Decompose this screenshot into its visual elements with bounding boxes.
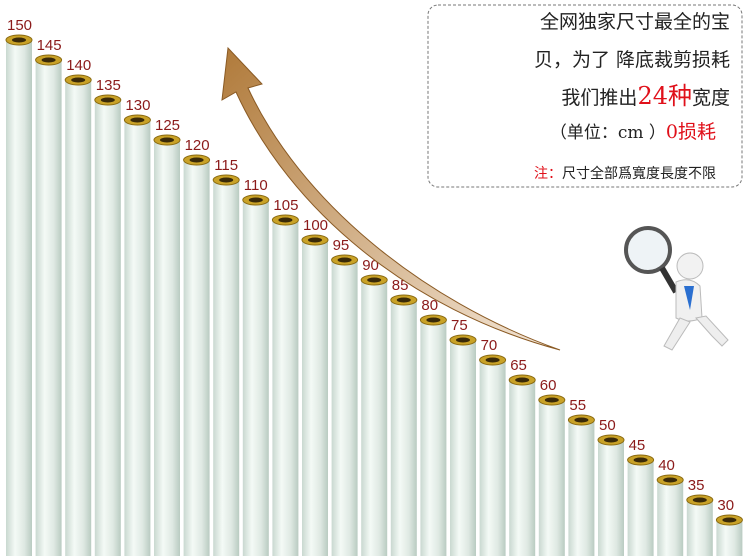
roll-label: 75 <box>451 317 468 334</box>
roll-core <box>692 497 707 503</box>
roll <box>450 340 476 556</box>
roll-label: 120 <box>185 137 210 154</box>
roll <box>420 320 447 556</box>
roll-label: 60 <box>540 377 557 394</box>
roll-label: 70 <box>481 337 498 354</box>
roll-core <box>456 337 470 343</box>
roll <box>657 480 684 556</box>
text-box <box>427 4 743 188</box>
roll-label: 150 <box>7 17 32 34</box>
roll-core <box>515 377 530 383</box>
roll <box>598 440 624 556</box>
roll-core <box>100 97 115 103</box>
roll-label: 130 <box>125 97 150 114</box>
roll-label: 115 <box>214 157 238 174</box>
roll <box>538 400 565 556</box>
roll-core <box>41 57 56 63</box>
roll-label: 100 <box>303 217 328 234</box>
roll-core <box>308 237 322 243</box>
roll-core <box>71 77 86 83</box>
roll-core <box>722 517 737 523</box>
roll-label: 95 <box>333 237 350 254</box>
roll-core <box>396 297 411 303</box>
roll-core <box>663 477 678 483</box>
box-highlight: 24种 <box>637 82 692 110</box>
roll-core <box>337 257 352 263</box>
magnifier-figure <box>624 226 729 351</box>
box-note: 注：尺寸全部爲寬度長度不限 <box>534 165 716 182</box>
roll <box>716 520 743 556</box>
roll-core <box>189 157 204 163</box>
roll-core <box>278 217 293 223</box>
roll-core <box>130 117 145 123</box>
roll-core <box>219 177 234 183</box>
roll-label: 105 <box>273 197 298 214</box>
roll <box>35 60 62 556</box>
roll <box>686 500 713 556</box>
roll-core <box>604 437 618 443</box>
growth-arrow <box>221 46 561 351</box>
box-text: 我们推出 <box>561 87 637 109</box>
roll <box>272 220 299 556</box>
roll-core <box>544 397 559 403</box>
note-prefix: 注： <box>534 166 562 182</box>
box-line: 我们推出24种宽度 <box>561 82 730 110</box>
roll-label: 90 <box>362 257 379 274</box>
roll <box>6 40 32 556</box>
roll-label: 55 <box>569 397 586 414</box>
roll <box>509 380 536 556</box>
roll <box>568 420 595 556</box>
roll-core <box>160 137 174 143</box>
roll-core <box>485 357 500 363</box>
box-line: （单位：cm ）0损耗 <box>550 121 716 143</box>
box-text: 宽度 <box>692 87 730 109</box>
box-line: 全网独家尺寸最全的宝 <box>540 11 730 33</box>
roll-core <box>248 197 263 203</box>
box-text: （单位：cm ） <box>550 123 666 143</box>
roll-label: 40 <box>658 457 675 474</box>
roll-label: 65 <box>510 357 527 374</box>
roll <box>183 160 210 556</box>
roll-core <box>633 457 648 463</box>
roll-label: 35 <box>688 477 705 494</box>
roll <box>94 100 121 556</box>
roll <box>390 300 417 556</box>
roll-label: 45 <box>629 437 646 454</box>
roll <box>242 200 269 556</box>
roll-label: 140 <box>66 57 91 74</box>
roll-core <box>574 417 589 423</box>
roll <box>65 80 92 556</box>
note-text: 尺寸全部爲寬度長度不限 <box>562 165 716 182</box>
roll-label: 110 <box>244 177 268 194</box>
roll <box>302 240 328 556</box>
roll <box>627 460 654 556</box>
roll-label: 125 <box>155 117 180 134</box>
roll-core <box>426 317 441 323</box>
roll-label: 135 <box>96 77 121 94</box>
roll-label: 145 <box>37 37 62 54</box>
roll <box>213 180 240 556</box>
box-highlight: 0损耗 <box>666 121 716 143</box>
roll-label: 30 <box>717 497 734 514</box>
box-line: 贝，为了 降底裁剪损耗 <box>534 49 730 71</box>
roll <box>361 280 388 556</box>
roll <box>124 120 151 556</box>
roll <box>154 140 180 556</box>
roll-core <box>367 277 382 283</box>
roll-core <box>12 37 26 43</box>
roll-label: 80 <box>421 297 438 314</box>
roll <box>479 360 506 556</box>
roll <box>331 260 358 556</box>
roll-label: 50 <box>599 417 616 434</box>
